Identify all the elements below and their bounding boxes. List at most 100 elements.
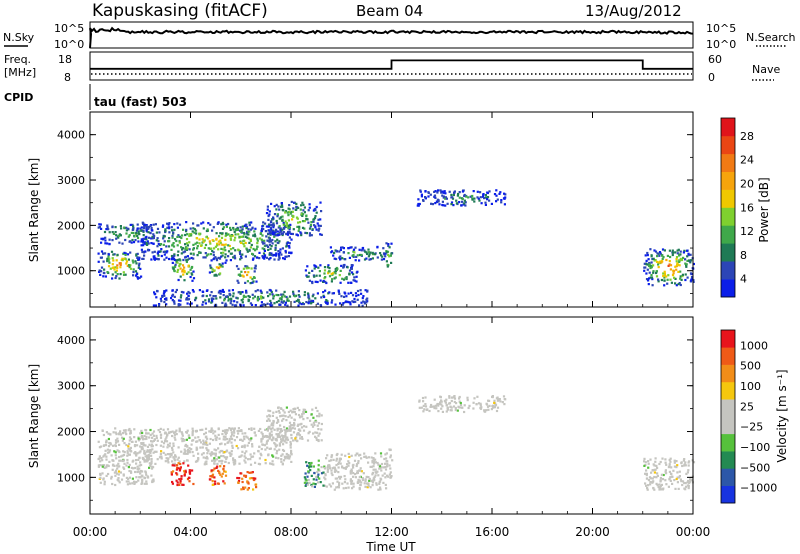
- data-cell: [155, 434, 158, 437]
- data-cell: [495, 194, 498, 197]
- data-cell: [273, 213, 277, 216]
- data-cell: [243, 452, 246, 455]
- data-cell: [461, 200, 464, 203]
- data-cell: [271, 231, 275, 234]
- data-cell: [171, 448, 174, 451]
- data-cell: [247, 438, 251, 441]
- data-cell: [108, 261, 111, 264]
- data-cell: [126, 483, 129, 486]
- data-cell: [220, 475, 223, 478]
- data-cell: [353, 251, 356, 254]
- data-cell: [114, 271, 117, 274]
- data-cell: [683, 463, 686, 466]
- data-cell: [358, 488, 361, 491]
- data-cell: [381, 255, 384, 258]
- data-cell: [304, 410, 308, 413]
- data-cell: [244, 265, 247, 268]
- data-cell: [213, 476, 216, 479]
- data-cell: [262, 221, 265, 224]
- data-cell: [194, 299, 197, 302]
- data-cell: [223, 456, 226, 459]
- data-cell: [171, 261, 174, 264]
- data-cell: [359, 484, 362, 487]
- data-cell: [427, 195, 430, 198]
- data-cell: [219, 239, 222, 242]
- data-cell: [240, 438, 243, 441]
- data-cell: [308, 430, 311, 433]
- data-cell: [121, 242, 124, 245]
- data-cell: [308, 206, 311, 209]
- data-cell: [185, 248, 188, 251]
- data-cell: [359, 253, 362, 257]
- data-cell: [152, 223, 155, 226]
- data-cell: [216, 242, 219, 245]
- data-cell: [686, 255, 689, 258]
- data-cell: [210, 259, 213, 262]
- data-cell: [173, 302, 176, 305]
- data-cell: [172, 300, 175, 303]
- data-cell: [315, 205, 318, 209]
- data-cell: [190, 233, 193, 236]
- data-cell: [165, 436, 168, 439]
- data-cell: [453, 397, 457, 400]
- data-cell: [657, 261, 660, 264]
- data-cell: [276, 241, 279, 244]
- data-cell: [239, 472, 242, 475]
- data-cell: [453, 400, 456, 404]
- data-cell: [152, 430, 156, 433]
- data-cell: [315, 420, 318, 423]
- data-cell: [114, 427, 117, 430]
- data-cell: [299, 231, 302, 234]
- data-cell: [244, 255, 247, 258]
- data-cell: [139, 432, 142, 435]
- data-cell: [144, 241, 147, 244]
- data-cell: [116, 440, 120, 443]
- data-cell: [239, 455, 242, 458]
- data-cell: [374, 471, 377, 474]
- data-cell: [266, 239, 269, 242]
- data-cell: [277, 258, 280, 261]
- data-cell: [379, 488, 382, 491]
- data-cell: [185, 260, 188, 263]
- data-cell: [250, 267, 253, 270]
- data-cell: [273, 302, 276, 305]
- data-cell: [687, 469, 690, 472]
- data-cell: [297, 299, 300, 302]
- data-cell: [213, 462, 216, 465]
- data-cell: [270, 430, 273, 433]
- data-cell: [232, 295, 235, 298]
- data-cell: [439, 189, 442, 192]
- data-cell: [240, 256, 243, 259]
- data-cell: [326, 454, 329, 457]
- data-cell: [208, 430, 211, 433]
- data-cell: [140, 240, 143, 243]
- data-cell: [303, 408, 307, 411]
- data-cell: [277, 226, 280, 229]
- data-cell: [108, 460, 111, 463]
- data-cell: [217, 248, 220, 251]
- data-cell: [101, 459, 104, 462]
- data-cell: [260, 297, 263, 300]
- data-cell: [337, 466, 340, 469]
- data-cell: [142, 442, 145, 445]
- data-cell: [218, 456, 221, 459]
- data-cell: [112, 259, 115, 262]
- x-tick-label: 00:00: [676, 525, 711, 539]
- data-cell: [476, 196, 479, 199]
- data-cell: [292, 207, 295, 210]
- data-cell: [162, 451, 165, 454]
- data-cell: [455, 402, 458, 405]
- freq-trace: [90, 59, 693, 70]
- data-cell: [276, 429, 279, 432]
- data-cell: [222, 455, 225, 458]
- data-cell: [380, 466, 383, 469]
- data-cell: [366, 289, 369, 292]
- data-cell: [306, 439, 310, 442]
- data-cell: [222, 294, 225, 297]
- data-cell: [186, 298, 189, 301]
- data-cell: [347, 281, 350, 284]
- data-cell: [241, 450, 244, 453]
- data-cell: [646, 487, 649, 490]
- data-cell: [163, 300, 166, 304]
- data-cell: [317, 473, 320, 476]
